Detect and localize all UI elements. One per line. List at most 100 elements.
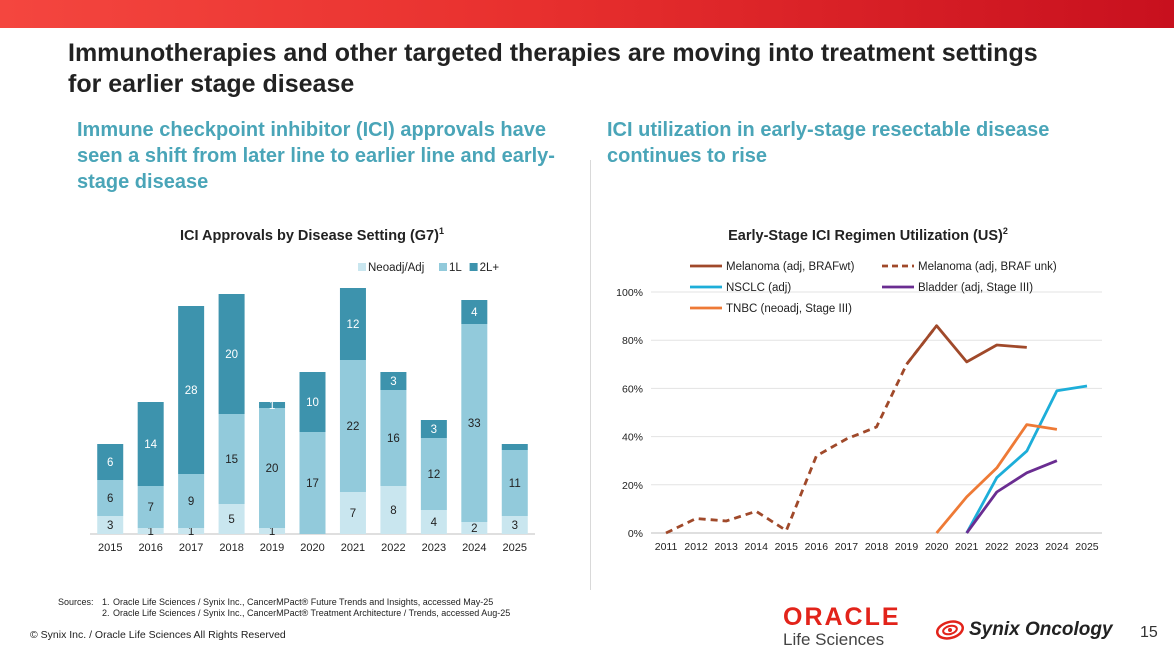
bar-2023-1 xyxy=(420,438,447,510)
line-series-4 xyxy=(935,423,1058,534)
line-legend-label-1: Melanoma (adj, BRAF unk) xyxy=(918,261,1057,273)
bar-2021-2 xyxy=(339,288,366,360)
bar-legend-swatch-0 xyxy=(358,263,366,271)
bar-x-tick-2017: 2017 xyxy=(179,542,203,554)
line-y-tick-40: 40% xyxy=(622,432,643,444)
source-2-text: Oracle Life Sciences / Synix Inc., Cance… xyxy=(113,608,511,618)
bar-x-tick-2019: 2019 xyxy=(260,542,284,554)
bar-2019-0 xyxy=(259,528,286,534)
bar-label-2015-2: 6 xyxy=(107,457,113,469)
bar-2022-0 xyxy=(380,486,407,534)
bar-x-tick-2015: 2015 xyxy=(98,542,122,554)
bar-x-tick-2023: 2023 xyxy=(422,542,446,554)
bar-2017-0 xyxy=(178,528,205,534)
source-1-text: Oracle Life Sciences / Synix Inc., Cance… xyxy=(113,597,494,607)
right-subtitle: ICI utilization in early-stage resectabl… xyxy=(607,119,1050,167)
bar-label-2018-2: 20 xyxy=(225,349,238,361)
line-x-tick-2013: 2013 xyxy=(714,541,738,553)
bar-2022-1 xyxy=(380,390,407,486)
bar-label-2019-0: 1 xyxy=(269,526,275,538)
bar-label-2016-2: 14 xyxy=(144,439,157,451)
bar-label-2023-1: 12 xyxy=(427,469,440,481)
source-2-number: 2. xyxy=(102,608,110,618)
bar-label-2022-0: 8 xyxy=(390,505,396,517)
bar-label-2022-2: 3 xyxy=(390,376,396,388)
line-x-tick-2019: 2019 xyxy=(895,541,919,553)
bar-label-2015-0: 3 xyxy=(107,520,113,532)
bar-label-2024-1: 33 xyxy=(468,418,481,430)
bar-2016-1 xyxy=(137,486,164,528)
line-y-tick-80: 80% xyxy=(622,335,643,347)
line-series-3 xyxy=(965,459,1058,534)
bar-2018-0 xyxy=(218,504,245,534)
bar-2025-2 xyxy=(501,444,528,450)
bar-x-tick-2020: 2020 xyxy=(300,542,324,554)
bar-label-2015-1: 6 xyxy=(107,493,113,505)
slide-title: Immunotherapies and other targeted thera… xyxy=(68,39,1038,98)
line-x-tick-2016: 2016 xyxy=(805,541,829,553)
bar-2024-2 xyxy=(461,300,488,324)
bar-2024-1 xyxy=(461,324,488,522)
line-legend-label-3: Bladder (adj, Stage III) xyxy=(918,282,1033,294)
left-subtitle: Immune checkpoint inhibitor (ICI) approv… xyxy=(77,119,555,193)
line-x-tick-2021: 2021 xyxy=(955,541,979,553)
synix-logo: Synix Oncology xyxy=(935,618,1113,642)
line-x-tick-2022: 2022 xyxy=(985,541,1009,553)
line-x-tick-2017: 2017 xyxy=(835,541,859,553)
bar-label-2023-0: 4 xyxy=(431,517,438,529)
bar-2015-2 xyxy=(97,444,124,480)
bar-legend-label-1: 1L xyxy=(449,262,462,274)
bar-label-2017-1: 9 xyxy=(188,496,194,508)
line-x-tick-2015: 2015 xyxy=(775,541,799,553)
line-y-tick-0: 0% xyxy=(628,528,643,540)
bar-x-tick-2018: 2018 xyxy=(219,542,243,554)
line-x-tick-2014: 2014 xyxy=(745,541,769,553)
bar-label-2025-0: 3 xyxy=(512,520,518,532)
bar-2025-0 xyxy=(501,516,528,534)
oracle-brand: ORACLE xyxy=(783,603,901,631)
line-series-2 xyxy=(965,384,1088,534)
bar-label-2024-2: 4 xyxy=(471,307,478,319)
copyright: © Synix Inc. / Oracle Life Sciences All … xyxy=(30,629,286,641)
line-x-tick-2018: 2018 xyxy=(865,541,889,553)
bar-2019-1 xyxy=(259,408,286,528)
bar-2018-2 xyxy=(218,294,245,414)
synix-swirl-icon xyxy=(936,620,964,640)
line-legend-label-0: Melanoma (adj, BRAFwt) xyxy=(726,261,855,273)
bar-label-2022-1: 16 xyxy=(387,433,400,445)
bar-2015-1 xyxy=(97,480,124,516)
bar-label-2019-2: 1 xyxy=(269,400,275,412)
line-x-tick-2023: 2023 xyxy=(1015,541,1039,553)
sources: Sources: 1. Oracle Life Sciences / Synix… xyxy=(58,597,510,619)
synix-brand: Synix Oncology xyxy=(969,619,1113,640)
bar-x-tick-2024: 2024 xyxy=(462,542,486,554)
bar-2017-1 xyxy=(178,474,205,528)
bar-2016-2 xyxy=(137,402,164,486)
line-y-tick-100: 100% xyxy=(616,287,643,299)
bar-2024-0 xyxy=(461,522,488,534)
line-series-1 xyxy=(665,324,938,535)
bar-legend-label-2: 2L+ xyxy=(480,262,500,274)
page-number: 15 xyxy=(1140,624,1158,641)
bar-label-2016-1: 7 xyxy=(147,502,153,514)
line-x-tick-2020: 2020 xyxy=(925,541,949,553)
oracle-sub: Life Sciences xyxy=(783,630,885,649)
line-y-tick-20: 20% xyxy=(622,480,643,492)
bar-2021-1 xyxy=(339,360,366,492)
line-legend-label-4: TNBC (neoadj, Stage III) xyxy=(726,303,852,315)
line-legend-label-2: NSCLC (adj) xyxy=(726,282,791,294)
bar-2021-0 xyxy=(339,492,366,534)
bar-label-2023-2: 3 xyxy=(431,424,437,436)
bar-label-2020-2: 10 xyxy=(306,397,319,409)
bar-legend-label-0: Neoadj/Adj xyxy=(368,262,424,274)
bar-2023-2 xyxy=(420,420,447,438)
bar-label-2018-0: 5 xyxy=(228,514,234,526)
line-x-tick-2025: 2025 xyxy=(1075,541,1099,553)
bar-x-tick-2021: 2021 xyxy=(341,542,365,554)
bar-label-2016-0: 1 xyxy=(147,526,153,538)
bar-2022-2 xyxy=(380,372,407,390)
bar-label-2024-0: 2 xyxy=(471,523,477,535)
bar-legend-swatch-2 xyxy=(469,263,478,271)
bar-x-tick-2025: 2025 xyxy=(503,542,527,554)
